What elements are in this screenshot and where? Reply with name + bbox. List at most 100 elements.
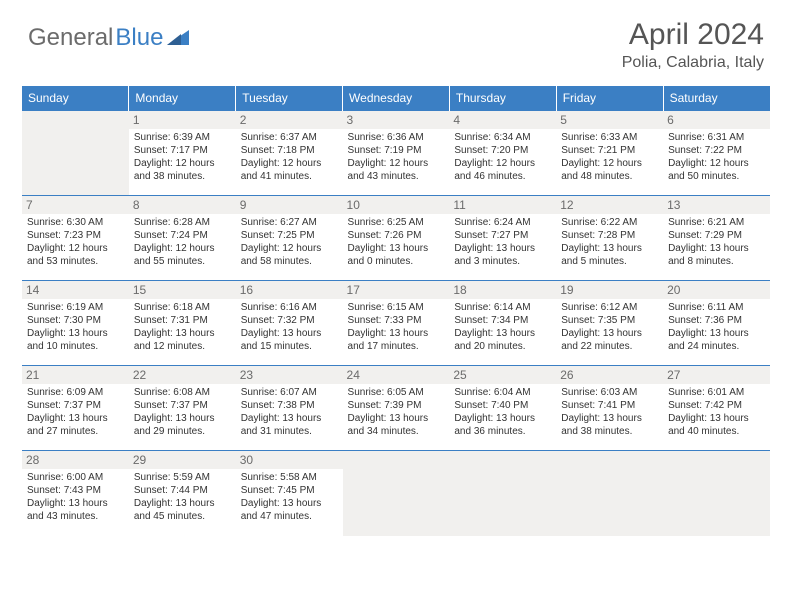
day-details: Sunrise: 6:04 AMSunset: 7:40 PMDaylight:… bbox=[454, 386, 551, 438]
calendar-head: SundayMondayTuesdayWednesdayThursdayFrid… bbox=[22, 86, 770, 111]
day-header: Wednesday bbox=[343, 86, 450, 111]
day-details: Sunrise: 6:19 AMSunset: 7:30 PMDaylight:… bbox=[27, 301, 124, 353]
day-number: 10 bbox=[343, 196, 450, 214]
day-cell: 12 Sunrise: 6:22 AMSunset: 7:28 PMDayligh… bbox=[556, 196, 663, 281]
day-header-row: SundayMondayTuesdayWednesdayThursdayFrid… bbox=[22, 86, 770, 111]
logo: GeneralBlue bbox=[28, 18, 189, 52]
day-details: Sunrise: 6:24 AMSunset: 7:27 PMDaylight:… bbox=[454, 216, 551, 268]
day-number: 3 bbox=[343, 111, 450, 129]
day-details: Sunrise: 6:25 AMSunset: 7:26 PMDaylight:… bbox=[348, 216, 445, 268]
day-number: 22 bbox=[129, 366, 236, 384]
day-cell: 17 Sunrise: 6:15 AMSunset: 7:33 PMDayligh… bbox=[343, 281, 450, 366]
day-number: 23 bbox=[236, 366, 343, 384]
day-number: 20 bbox=[663, 281, 770, 299]
day-number: 7 bbox=[22, 196, 129, 214]
day-number: 28 bbox=[22, 451, 129, 469]
week-row: 21 Sunrise: 6:09 AMSunset: 7:37 PMDayligh… bbox=[22, 366, 770, 451]
day-cell bbox=[556, 451, 663, 536]
day-number: 17 bbox=[343, 281, 450, 299]
day-number: 13 bbox=[663, 196, 770, 214]
day-details: Sunrise: 6:39 AMSunset: 7:17 PMDaylight:… bbox=[134, 131, 231, 183]
day-cell bbox=[343, 451, 450, 536]
day-number: 27 bbox=[663, 366, 770, 384]
day-cell: 5 Sunrise: 6:33 AMSunset: 7:21 PMDaylight… bbox=[556, 111, 663, 196]
day-cell: 11 Sunrise: 6:24 AMSunset: 7:27 PMDayligh… bbox=[449, 196, 556, 281]
day-details: Sunrise: 6:09 AMSunset: 7:37 PMDaylight:… bbox=[27, 386, 124, 438]
day-number: 26 bbox=[556, 366, 663, 384]
day-number: 8 bbox=[129, 196, 236, 214]
day-details: Sunrise: 6:12 AMSunset: 7:35 PMDaylight:… bbox=[561, 301, 658, 353]
day-number: 29 bbox=[129, 451, 236, 469]
day-cell: 9Sunrise: 6:27 AMSunset: 7:25 PMDaylight… bbox=[236, 196, 343, 281]
day-details: Sunrise: 6:11 AMSunset: 7:36 PMDaylight:… bbox=[668, 301, 765, 353]
day-number: 15 bbox=[129, 281, 236, 299]
day-details: Sunrise: 6:08 AMSunset: 7:37 PMDaylight:… bbox=[134, 386, 231, 438]
day-cell: 29Sunrise: 5:59 AMSunset: 7:44 PMDayligh… bbox=[129, 451, 236, 536]
day-cell: 16Sunrise: 6:16 AMSunset: 7:32 PMDayligh… bbox=[236, 281, 343, 366]
day-cell: 27Sunrise: 6:01 AMSunset: 7:42 PMDayligh… bbox=[663, 366, 770, 451]
day-details: Sunrise: 6:18 AMSunset: 7:31 PMDaylight:… bbox=[134, 301, 231, 353]
day-cell: 2Sunrise: 6:37 AMSunset: 7:18 PMDaylight… bbox=[236, 111, 343, 196]
day-cell: 14 Sunrise: 6:19 AMSunset: 7:30 PMDayligh… bbox=[22, 281, 129, 366]
day-details: Sunrise: 6:00 AMSunset: 7:43 PMDaylight:… bbox=[27, 471, 124, 523]
day-cell: 19 Sunrise: 6:12 AMSunset: 7:35 PMDayligh… bbox=[556, 281, 663, 366]
day-cell: 24Sunrise: 6:05 AMSunset: 7:39 PMDayligh… bbox=[343, 366, 450, 451]
day-number: 18 bbox=[449, 281, 556, 299]
location-text: Polia, Calabria, Italy bbox=[622, 54, 764, 72]
day-number: 16 bbox=[236, 281, 343, 299]
calendar-body: 1 Sunrise: 6:39 AMSunset: 7:17 PMDaylight… bbox=[22, 111, 770, 536]
day-number: 1 bbox=[129, 111, 236, 129]
day-details: Sunrise: 6:14 AMSunset: 7:34 PMDaylight:… bbox=[454, 301, 551, 353]
day-number: 25 bbox=[449, 366, 556, 384]
day-details: Sunrise: 6:28 AMSunset: 7:24 PMDaylight:… bbox=[134, 216, 231, 268]
day-cell: 15 Sunrise: 6:18 AMSunset: 7:31 PMDayligh… bbox=[129, 281, 236, 366]
day-number: 11 bbox=[449, 196, 556, 214]
day-details: Sunrise: 6:33 AMSunset: 7:21 PMDaylight:… bbox=[561, 131, 658, 183]
day-number: 14 bbox=[22, 281, 129, 299]
calendar-table: SundayMondayTuesdayWednesdayThursdayFrid… bbox=[22, 86, 770, 536]
day-details: Sunrise: 6:15 AMSunset: 7:33 PMDaylight:… bbox=[348, 301, 445, 353]
day-number: 21 bbox=[22, 366, 129, 384]
day-header: Thursday bbox=[449, 86, 556, 111]
day-cell: 6 Sunrise: 6:31 AMSunset: 7:22 PMDaylight… bbox=[663, 111, 770, 196]
day-details: Sunrise: 6:21 AMSunset: 7:29 PMDaylight:… bbox=[668, 216, 765, 268]
day-number: 19 bbox=[556, 281, 663, 299]
day-cell: 8 Sunrise: 6:28 AMSunset: 7:24 PMDaylight… bbox=[129, 196, 236, 281]
day-details: Sunrise: 5:58 AMSunset: 7:45 PMDaylight:… bbox=[241, 471, 338, 523]
title-block: April 2024 Polia, Calabria, Italy bbox=[622, 18, 764, 72]
day-header: Monday bbox=[129, 86, 236, 111]
day-cell: 4Sunrise: 6:34 AMSunset: 7:20 PMDaylight… bbox=[449, 111, 556, 196]
day-cell bbox=[22, 111, 129, 196]
day-cell: 21 Sunrise: 6:09 AMSunset: 7:37 PMDayligh… bbox=[22, 366, 129, 451]
month-title: April 2024 bbox=[622, 18, 764, 52]
day-number: 5 bbox=[556, 111, 663, 129]
logo-text-blue: Blue bbox=[115, 24, 163, 52]
day-cell: 10 Sunrise: 6:25 AMSunset: 7:26 PMDayligh… bbox=[343, 196, 450, 281]
day-cell: 13 Sunrise: 6:21 AMSunset: 7:29 PMDayligh… bbox=[663, 196, 770, 281]
logo-triangle-icon bbox=[167, 24, 189, 52]
day-number: 12 bbox=[556, 196, 663, 214]
day-cell: 28 Sunrise: 6:00 AMSunset: 7:43 PMDayligh… bbox=[22, 451, 129, 536]
day-details: Sunrise: 6:03 AMSunset: 7:41 PMDaylight:… bbox=[561, 386, 658, 438]
day-details: Sunrise: 6:30 AMSunset: 7:23 PMDaylight:… bbox=[27, 216, 124, 268]
day-header: Sunday bbox=[22, 86, 129, 111]
week-row: 1 Sunrise: 6:39 AMSunset: 7:17 PMDaylight… bbox=[22, 111, 770, 196]
day-details: Sunrise: 6:36 AMSunset: 7:19 PMDaylight:… bbox=[348, 131, 445, 183]
day-details: Sunrise: 6:22 AMSunset: 7:28 PMDaylight:… bbox=[561, 216, 658, 268]
day-details: Sunrise: 6:05 AMSunset: 7:39 PMDaylight:… bbox=[348, 386, 445, 438]
day-cell: 23Sunrise: 6:07 AMSunset: 7:38 PMDayligh… bbox=[236, 366, 343, 451]
day-cell: 22 Sunrise: 6:08 AMSunset: 7:37 PMDayligh… bbox=[129, 366, 236, 451]
day-header: Saturday bbox=[663, 86, 770, 111]
day-cell: 20 Sunrise: 6:11 AMSunset: 7:36 PMDayligh… bbox=[663, 281, 770, 366]
day-cell: 25 Sunrise: 6:04 AMSunset: 7:40 PMDayligh… bbox=[449, 366, 556, 451]
page-header: GeneralBlue April 2024 Polia, Calabria, … bbox=[0, 0, 792, 78]
day-cell bbox=[663, 451, 770, 536]
day-details: Sunrise: 6:27 AMSunset: 7:25 PMDaylight:… bbox=[241, 216, 338, 268]
day-cell: 3 Sunrise: 6:36 AMSunset: 7:19 PMDaylight… bbox=[343, 111, 450, 196]
day-cell: 1 Sunrise: 6:39 AMSunset: 7:17 PMDaylight… bbox=[129, 111, 236, 196]
week-row: 7 Sunrise: 6:30 AMSunset: 7:23 PMDaylight… bbox=[22, 196, 770, 281]
day-number: 6 bbox=[663, 111, 770, 129]
day-number: 30 bbox=[236, 451, 343, 469]
day-details: Sunrise: 6:31 AMSunset: 7:22 PMDaylight:… bbox=[668, 131, 765, 183]
week-row: 28 Sunrise: 6:00 AMSunset: 7:43 PMDayligh… bbox=[22, 451, 770, 536]
